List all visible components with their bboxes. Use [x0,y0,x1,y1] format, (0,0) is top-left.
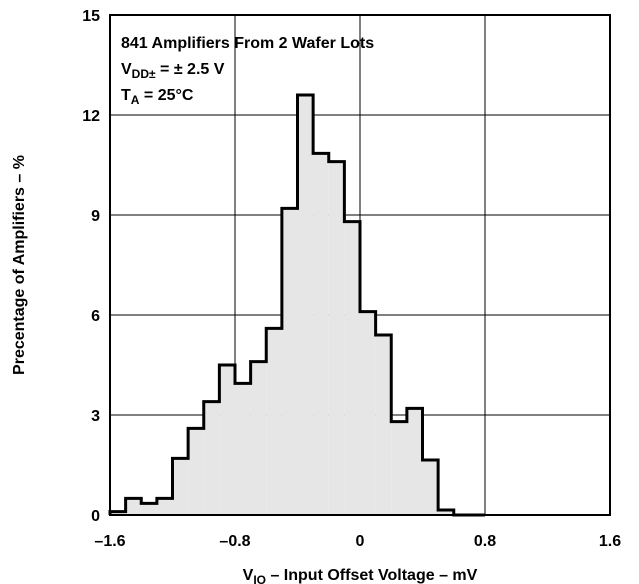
x-tick-labels: –1.6 –0.8 0 0.8 1.6 [94,533,621,550]
histogram-bar [391,421,407,515]
plot-border [109,14,611,516]
x-tick-label: 0.8 [474,533,496,550]
y-axis-title: Precentage of Amplifiers – % [11,155,28,375]
y-tick-label: 15 [82,8,100,25]
histogram-bar [328,161,345,515]
histogram-bar [360,311,376,515]
annotation-line-3: TA = 25°C [121,87,194,107]
histogram-bar [235,383,251,515]
y-tick-label: 12 [82,108,100,125]
x-axis-title: VIO – Input Offset Voltage – mV [243,567,478,584]
histogram-bars [110,95,454,516]
annotation-line-1: 841 Amplifiers From 2 Wafer Lots [121,35,374,52]
histogram-bar [156,498,173,515]
histogram-bar [281,208,298,516]
histogram-bar [203,401,220,515]
histogram-bar [125,498,142,515]
y-tick-label: 3 [91,408,100,425]
x-tick-label: 1.6 [599,533,621,550]
histogram-bar [110,511,126,515]
y-tick-label: 6 [91,308,100,325]
histogram-bar [219,365,235,515]
histogram-bar [188,428,204,515]
histogram-bar [172,458,189,515]
histogram-bar [375,335,392,515]
y-tick-labels: 0 3 6 9 12 15 [82,8,100,525]
histogram-bar [344,221,360,515]
histogram-bar [297,95,314,515]
histogram-outline [108,93,485,517]
y-tick-label: 0 [91,508,100,525]
histogram-bar [406,408,423,515]
y-tick-label: 9 [91,208,100,225]
x-tick-label: –0.8 [219,533,250,550]
annotation-line-2: VDD± = ± 2.5 V [121,61,225,81]
x-tick-label: –1.6 [94,533,125,550]
histogram-bar [313,153,329,516]
histogram-bar [266,328,282,515]
histogram-bar [141,503,157,515]
x-tick-label: 0 [356,533,365,550]
histogram-bar [438,510,454,515]
histogram-bar [250,361,267,515]
histogram-bar [422,460,439,515]
